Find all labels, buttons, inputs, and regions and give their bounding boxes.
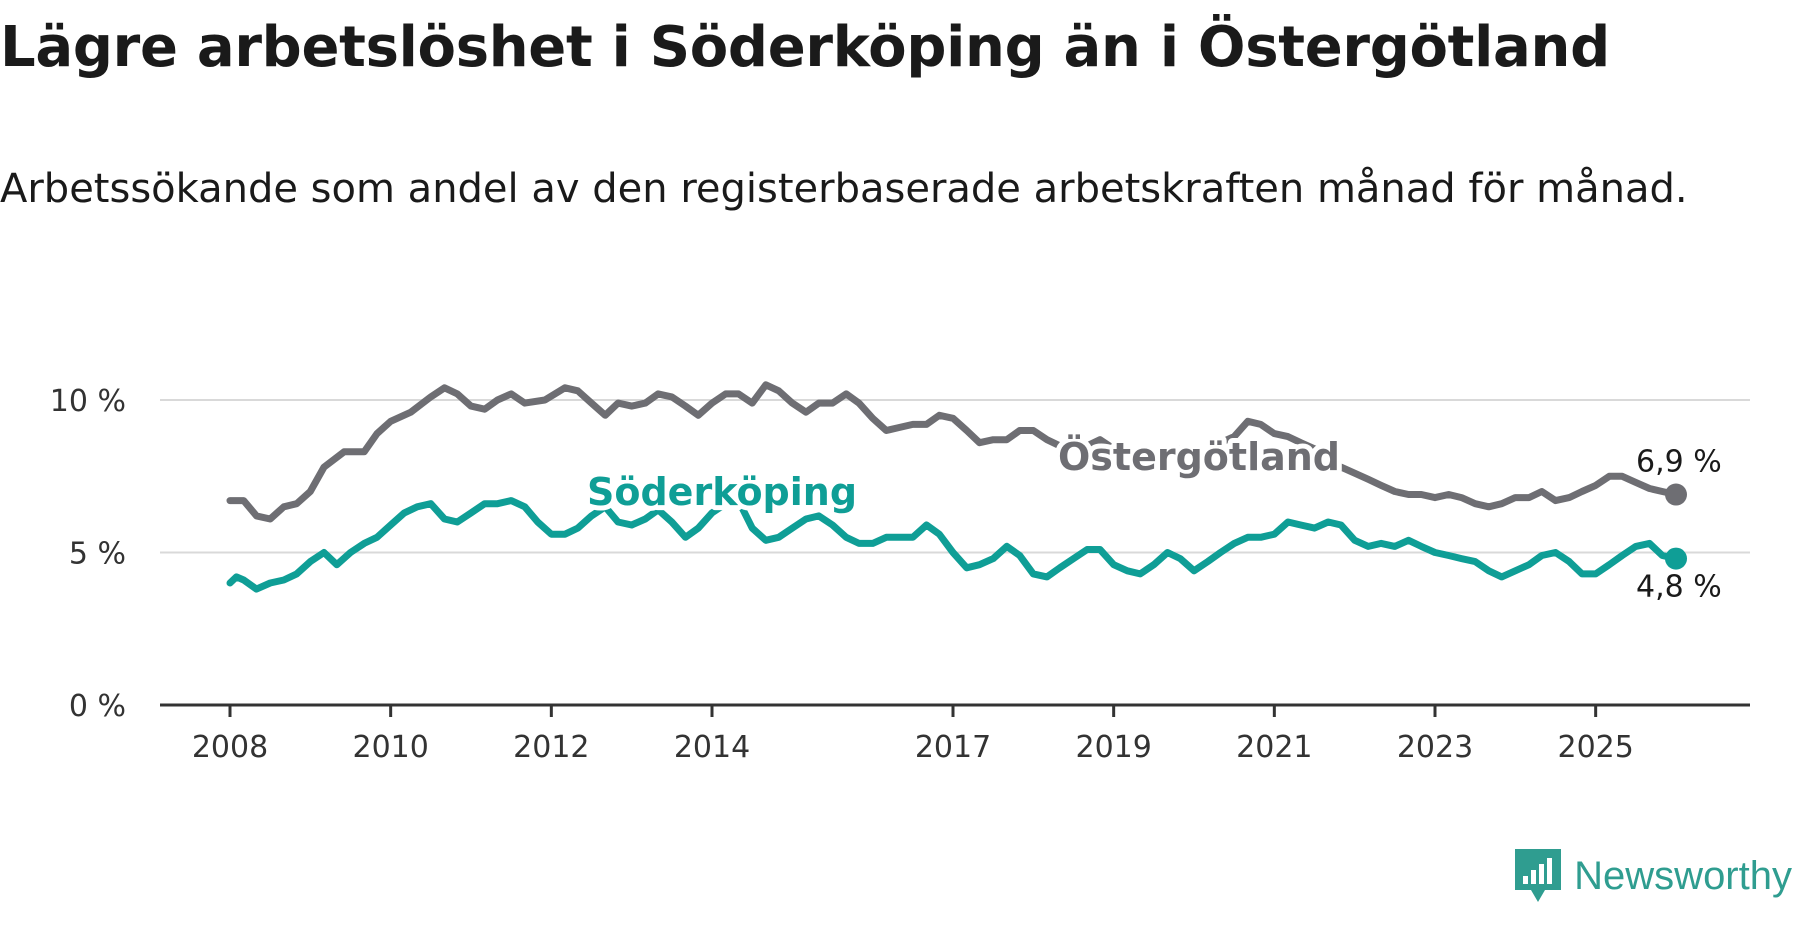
series-name-halo-soderkoping: Söderköping xyxy=(587,470,857,514)
y-tick-label: 5 % xyxy=(69,537,126,572)
x-tick-label: 2008 xyxy=(192,730,268,765)
x-tick-label: 2010 xyxy=(352,730,428,765)
series-end-marker-soderköping xyxy=(1665,547,1687,570)
series-name-halo-ostergotland: Östergötland xyxy=(1058,435,1340,479)
x-tick-label: 2012 xyxy=(513,730,589,765)
x-tick-label: 2025 xyxy=(1557,730,1633,765)
x-tick-label: 2021 xyxy=(1236,730,1312,765)
newsworthy-logo[interactable]: Newsworthy xyxy=(1512,846,1792,906)
series-end-label-ostergötland: 6,9 % xyxy=(1636,445,1722,480)
x-tick-label: 2023 xyxy=(1397,730,1473,765)
y-tick-label: 10 % xyxy=(50,384,126,419)
newsworthy-logo-text: Newsworthy xyxy=(1574,853,1792,898)
x-tick-label: 2014 xyxy=(674,730,750,765)
series-end-label-soderköping: 4,8 % xyxy=(1636,570,1722,605)
y-tick-label: 0 % xyxy=(69,689,126,724)
series-name-label-ostergotland: Östergötland xyxy=(1058,435,1340,479)
series-end-marker-ostergötland xyxy=(1665,483,1687,506)
series-name-label-soderkoping: Söderköping xyxy=(587,470,857,514)
newsworthy-logo-icon xyxy=(1515,849,1562,902)
series-line-ostergötland xyxy=(226,381,1680,523)
chart-subtitle: Arbetssökande som andel av den registerb… xyxy=(0,166,1688,212)
series-line-soderköping xyxy=(226,497,1680,593)
x-tick-label: 2017 xyxy=(915,730,991,765)
chart-title: Lägre arbetslöshet i Söderköping än i Ös… xyxy=(0,15,1610,80)
x-tick-label: 2019 xyxy=(1075,730,1151,765)
